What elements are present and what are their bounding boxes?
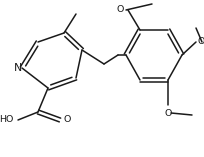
Text: O: O — [117, 5, 124, 14]
Text: HO: HO — [0, 116, 14, 125]
Text: O: O — [164, 109, 172, 118]
Text: O: O — [64, 116, 71, 125]
Text: O: O — [198, 38, 204, 46]
Text: N: N — [14, 63, 22, 73]
